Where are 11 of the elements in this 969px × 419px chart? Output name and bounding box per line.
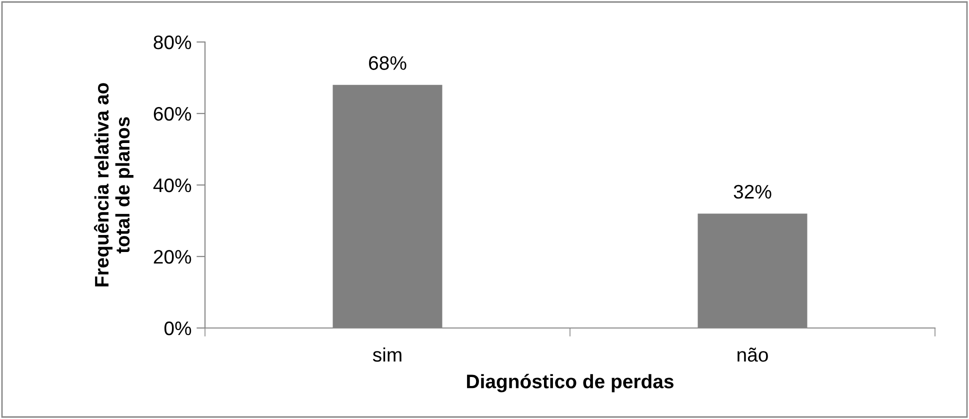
x-axis-title: Diagnóstico de perdas bbox=[467, 374, 674, 392]
x-tick-label: não bbox=[738, 348, 768, 362]
data-label: 68% bbox=[369, 56, 406, 70]
y-axis-title: Frequência relativa ao total de planos bbox=[94, 83, 134, 286]
y-tick-label: 40% bbox=[153, 178, 192, 192]
x-tick-label: sim bbox=[372, 347, 402, 362]
y-tick-label: 0% bbox=[164, 321, 192, 336]
y-tick-label: 80% bbox=[154, 35, 192, 50]
y-tick-label: 60% bbox=[154, 106, 192, 121]
y-tick-label: 20% bbox=[154, 250, 192, 264]
data-label: 32% bbox=[734, 184, 772, 199]
